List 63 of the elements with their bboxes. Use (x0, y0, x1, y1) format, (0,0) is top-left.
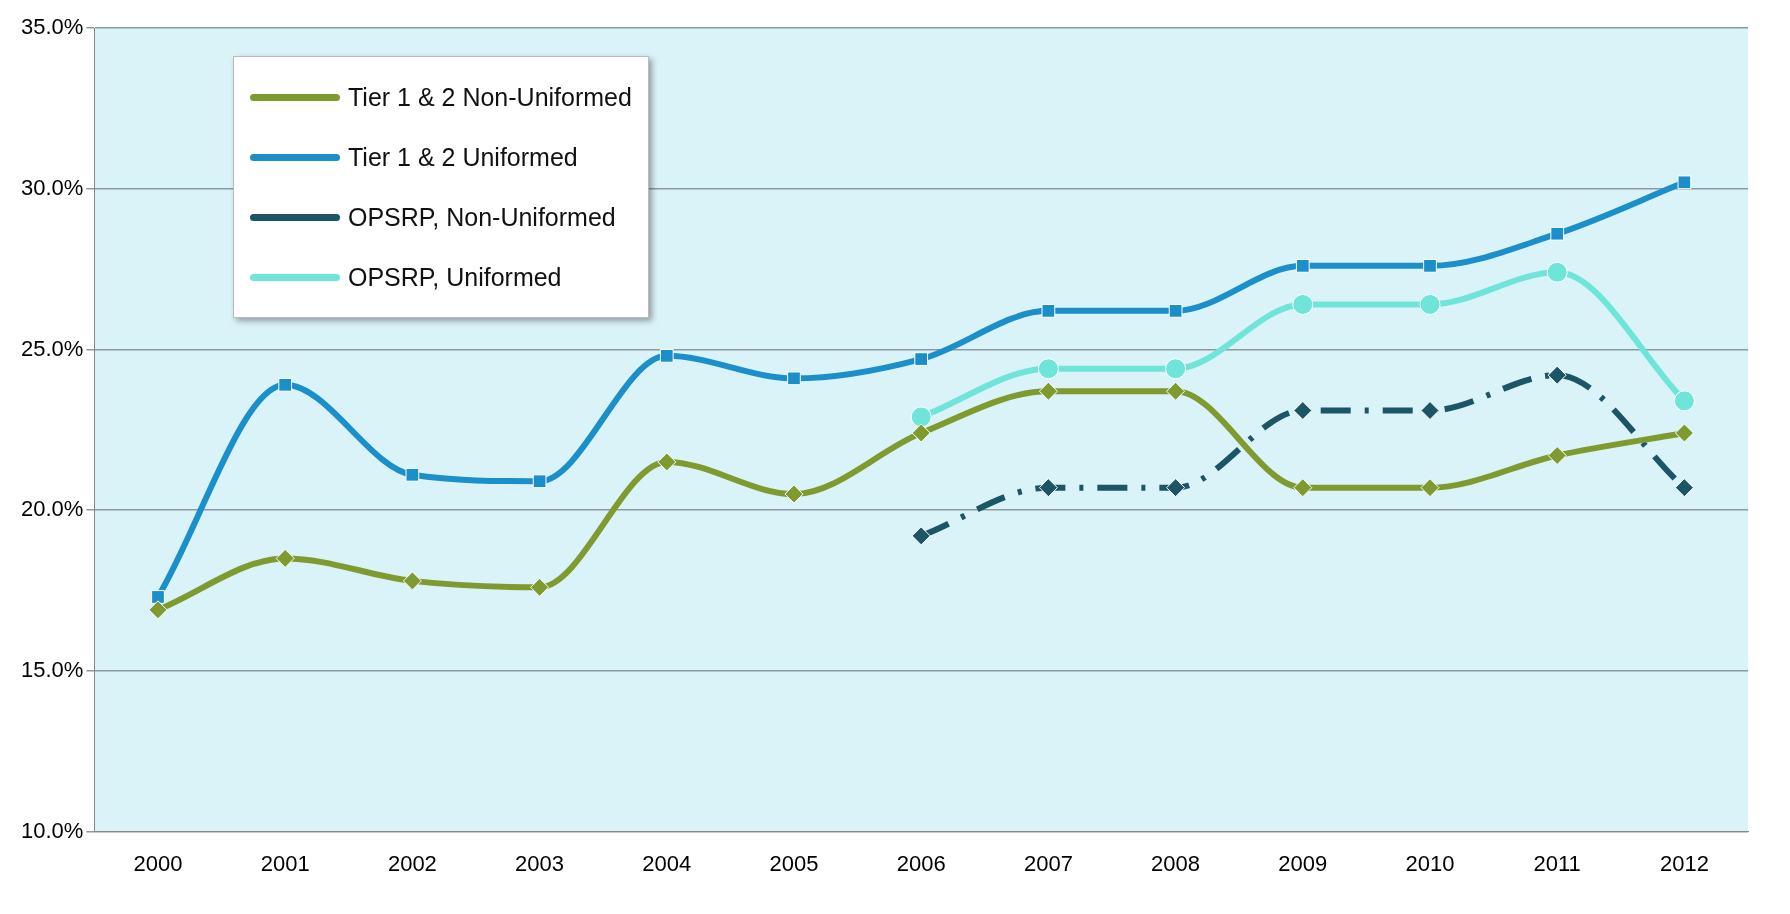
point (530, 577, 550, 597)
point (1547, 446, 1567, 466)
point (1038, 381, 1058, 401)
x-tick-label: 2011 (1533, 850, 1581, 876)
point (405, 467, 420, 482)
point (1293, 478, 1313, 498)
point (914, 352, 929, 366)
x-tick-label: 2006 (896, 850, 946, 876)
point (1165, 358, 1187, 380)
x-tick-label: 2004 (642, 850, 692, 876)
point (1293, 401, 1313, 421)
point (659, 349, 674, 363)
y-tick-label: 20.0% (20, 496, 84, 522)
x-tick-label: 2008 (1151, 850, 1201, 876)
x-tick-label: 2000 (133, 850, 183, 876)
legend-label: OPSRP, Non-Uniformed (348, 202, 616, 232)
point (1546, 261, 1568, 283)
point (148, 600, 168, 620)
point (784, 484, 804, 504)
point (1168, 304, 1183, 318)
point (911, 526, 931, 546)
point (1038, 478, 1058, 498)
y-tick-label: 35.0% (20, 14, 84, 40)
point (1677, 175, 1692, 190)
legend-label: Tier 1 & 2 Uniformed (348, 142, 578, 172)
point (275, 548, 295, 568)
legend-label: OPSRP, Uniformed (348, 262, 562, 292)
x-tick-label: 2010 (1405, 850, 1455, 876)
point (1423, 259, 1437, 273)
point (1674, 478, 1694, 498)
point (402, 571, 422, 591)
point (1295, 259, 1310, 273)
point (1166, 478, 1186, 498)
point (1420, 478, 1440, 498)
point (1673, 390, 1695, 412)
point (911, 423, 931, 443)
point (1037, 358, 1059, 380)
y-tick-label: 15.0% (20, 656, 84, 682)
point (1547, 365, 1567, 385)
legend-label: Tier 1 & 2 Non-Uniformed (348, 82, 632, 112)
x-tick-label: 2002 (387, 850, 437, 876)
x-tick-label: 2001 (260, 850, 310, 876)
point (910, 406, 932, 428)
x-tick-label: 2003 (515, 850, 565, 876)
x-tick-label: 2012 (1659, 850, 1709, 876)
x-tick-label: 2005 (769, 850, 819, 876)
point (532, 474, 547, 489)
point (1550, 226, 1565, 241)
y-tick-label: 25.0% (20, 335, 84, 361)
x-tick-label: 2007 (1023, 850, 1073, 876)
point (1292, 293, 1314, 315)
y-tick-label: 10.0% (20, 817, 84, 843)
point (1420, 401, 1440, 421)
point (1041, 304, 1056, 318)
point (657, 452, 677, 472)
point (151, 590, 165, 604)
point (1674, 423, 1694, 443)
point (1419, 293, 1441, 315)
x-tick-label: 2009 (1278, 850, 1328, 876)
point (787, 371, 801, 386)
y-tick-label: 30.0% (20, 174, 84, 200)
point (278, 377, 293, 392)
point (1166, 381, 1186, 401)
